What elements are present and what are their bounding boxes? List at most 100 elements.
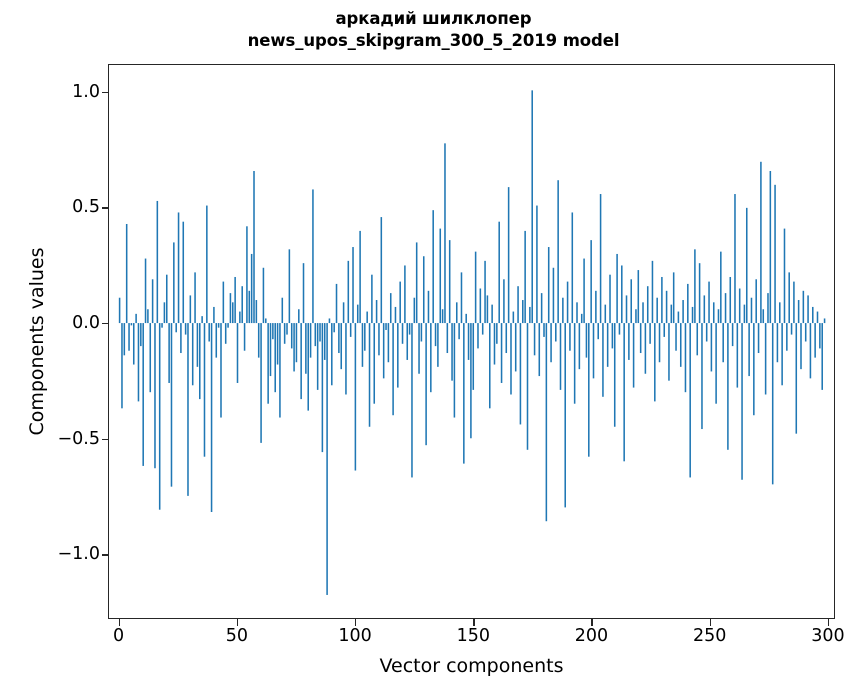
bar [500, 323, 503, 383]
bar [691, 306, 694, 324]
bar [710, 323, 713, 372]
bar [477, 323, 479, 349]
bar [630, 279, 633, 324]
bar [823, 318, 826, 324]
bar [564, 323, 566, 508]
x-tick-label: 250 [692, 626, 727, 646]
bar [507, 187, 510, 324]
bar [302, 263, 305, 324]
bar [239, 311, 241, 324]
bar [760, 161, 762, 324]
bar [286, 323, 288, 335]
bar [380, 217, 383, 324]
x-tick-label: 300 [811, 626, 845, 646]
bar [625, 295, 628, 324]
bar [580, 313, 583, 324]
bar [679, 323, 682, 367]
bar [446, 323, 449, 354]
bar [529, 306, 531, 324]
bar [628, 323, 630, 360]
bar [694, 249, 696, 324]
x-tick-mark [473, 619, 475, 626]
bar [265, 318, 267, 324]
bar [745, 207, 748, 324]
bar [154, 323, 156, 469]
bar [352, 247, 354, 324]
bar [404, 265, 406, 324]
bar [812, 306, 814, 324]
bar [774, 184, 776, 324]
y-axis-label: Components values [26, 247, 48, 436]
bar [599, 194, 602, 324]
bar [489, 323, 491, 409]
bar [401, 323, 404, 344]
bar [604, 304, 607, 324]
y-axis-tick-labels: 1.0 0.5 0.0 −0.5 −1.0 [22, 64, 101, 619]
bar [498, 221, 500, 324]
bar [809, 323, 812, 379]
bar [781, 323, 783, 386]
bar [687, 283, 689, 324]
bar [453, 323, 456, 418]
bar [569, 323, 571, 351]
bar [220, 323, 222, 418]
bar [411, 323, 413, 478]
bar [361, 323, 364, 367]
bar [543, 323, 545, 337]
bar [232, 302, 234, 324]
y-tick-label: −1.0 [57, 544, 101, 565]
y-tick-mark [101, 438, 108, 440]
bar [215, 323, 218, 358]
bar [408, 323, 411, 335]
bar [474, 251, 477, 324]
x-axis-label: Vector components [379, 655, 564, 677]
bar [819, 323, 821, 349]
bar [616, 253, 618, 324]
bar [366, 311, 368, 324]
bar [769, 170, 772, 324]
bar [288, 249, 291, 324]
bar [505, 323, 508, 354]
bar [298, 309, 300, 324]
bar [517, 286, 519, 324]
bar [463, 323, 465, 464]
bar [382, 323, 385, 379]
x-tick-label: 150 [456, 626, 490, 646]
bar [170, 323, 173, 487]
bar [658, 323, 661, 363]
bar-chart-canvas [118, 90, 826, 595]
x-tick-label: 100 [338, 626, 372, 646]
bar [611, 323, 614, 349]
bar [331, 323, 333, 386]
bar [437, 323, 439, 367]
bar [670, 304, 673, 324]
bar [771, 323, 774, 485]
bar [427, 290, 430, 324]
bar [562, 297, 564, 324]
bar [335, 283, 338, 324]
bar [672, 272, 675, 324]
bar [821, 323, 823, 390]
bar [592, 323, 595, 379]
x-tick-label: 200 [574, 626, 609, 646]
y-tick-mark [101, 207, 108, 209]
bar [333, 323, 335, 333]
bar [538, 323, 541, 377]
bar [519, 323, 522, 425]
bar [210, 323, 213, 513]
bar [373, 323, 376, 404]
y-tick-label: 0.0 [72, 313, 100, 333]
bar [161, 323, 163, 328]
bar [491, 304, 493, 324]
bar [738, 288, 741, 324]
bar [321, 323, 324, 453]
bar [510, 323, 512, 395]
bar [602, 323, 604, 397]
bar [540, 293, 543, 324]
bar [651, 260, 654, 324]
bar [762, 309, 765, 324]
bar [290, 323, 293, 349]
bar [783, 228, 786, 324]
bar [779, 302, 781, 324]
bar [191, 323, 194, 386]
